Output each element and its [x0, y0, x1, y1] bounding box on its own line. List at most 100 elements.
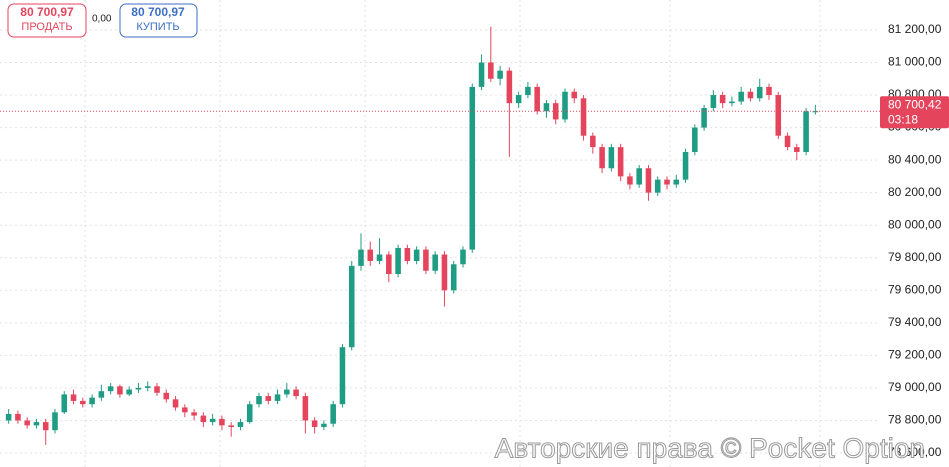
candle-body — [200, 415, 207, 423]
candle-body — [80, 400, 86, 405]
candle-body — [636, 168, 642, 185]
candle-body — [246, 404, 253, 423]
time-grid — [84, 0, 821, 467]
current-price-label: 80 700,42 — [888, 97, 942, 111]
candle-body — [525, 86, 531, 96]
candle-body — [478, 62, 485, 87]
candle-body — [237, 422, 244, 427]
y-tick-label: 79 800,00 — [888, 250, 942, 264]
candle-body — [469, 86, 476, 250]
y-tick-label: 80 200,00 — [888, 185, 942, 199]
trade-panel: 80 700,97 ПРОДАТЬ 0,00 80 700,97 КУПИТЬ — [7, 3, 198, 38]
candle-body — [330, 404, 336, 424]
candle-body — [117, 386, 123, 395]
candle-body — [747, 91, 754, 99]
candle-body — [98, 391, 105, 398]
candle-body — [376, 254, 383, 261]
candle-body — [256, 396, 262, 405]
candle-body — [692, 127, 698, 152]
candle-body — [617, 147, 624, 177]
y-tick-label: 81 000,00 — [888, 55, 942, 69]
candle-body — [191, 412, 197, 416]
y-tick-label: 79 400,00 — [888, 315, 942, 329]
candle-body — [135, 387, 142, 390]
candle-body — [562, 91, 568, 120]
candle-body — [293, 389, 299, 397]
candle-body — [182, 407, 188, 413]
candle-body — [803, 111, 809, 152]
candle-body — [738, 91, 744, 102]
y-tick-label: 80 400,00 — [888, 152, 942, 166]
candle-body — [441, 254, 448, 291]
candle-body — [367, 249, 374, 261]
candle-body — [311, 420, 318, 427]
candle-body — [627, 176, 633, 185]
candle-body — [450, 264, 457, 291]
candle-body — [395, 247, 401, 275]
y-tick-label: 78 800,00 — [888, 413, 942, 427]
candle-body — [534, 86, 540, 112]
candle-body — [719, 95, 726, 104]
candle-body — [571, 91, 578, 99]
candle-body — [413, 249, 420, 261]
candle-body — [107, 386, 114, 392]
candle-body — [70, 394, 77, 401]
candle-body — [664, 179, 670, 185]
candle-body — [348, 265, 355, 348]
candle-body — [386, 254, 392, 275]
candle-body — [219, 418, 225, 426]
y-tick-label: 80 000,00 — [888, 217, 942, 231]
candle-body — [784, 135, 791, 148]
candle-body — [284, 389, 290, 395]
candle-body — [682, 151, 689, 180]
buy-button[interactable] — [119, 3, 198, 38]
candle-body — [756, 86, 763, 99]
candle-body — [42, 422, 49, 431]
y-tick-label: 79 200,00 — [888, 348, 942, 362]
candle-body — [154, 386, 160, 393]
candle-body — [460, 249, 466, 265]
price-box — [880, 96, 949, 129]
candle-body — [729, 101, 735, 104]
candle-body — [497, 70, 503, 79]
candle-body — [126, 389, 132, 395]
candle-body — [33, 422, 40, 426]
candle-body — [209, 418, 216, 423]
candle-body — [52, 412, 58, 431]
candle-body — [404, 247, 411, 261]
candle-body — [302, 396, 309, 421]
plot: 78 600,00 78 800,00 79 000,00 79 200,00 79 4… — [0, 22, 949, 459]
candle-body — [654, 179, 661, 193]
candle-body — [265, 396, 272, 401]
candle-body — [599, 147, 605, 169]
candle-body — [794, 147, 800, 152]
y-tick-label: 79 600,00 — [888, 282, 942, 296]
candle-body — [543, 103, 550, 112]
candle-body — [423, 249, 429, 271]
sell-button[interactable] — [7, 3, 87, 38]
candle-body — [163, 392, 170, 400]
candle-body — [580, 98, 587, 136]
candle-body — [608, 147, 615, 169]
candle-body — [645, 168, 652, 193]
candle-body — [144, 386, 151, 388]
candle-body — [515, 95, 522, 104]
candle-body — [506, 70, 513, 104]
candle-body — [274, 394, 281, 401]
y-tick-label: 79 000,00 — [888, 380, 942, 394]
buy-price: 80 700,97 — [131, 5, 185, 19]
candle-body — [172, 399, 179, 408]
candle-body — [673, 179, 680, 185]
y-tick-label: 81 200,00 — [888, 22, 942, 36]
candle-body — [488, 62, 494, 79]
candle-body — [321, 423, 327, 427]
buy-label: КУПИТЬ — [136, 21, 179, 33]
spread: 0,00 — [92, 14, 112, 25]
candle-body — [358, 249, 364, 266]
candle-body — [701, 108, 707, 128]
candle-body — [339, 347, 346, 405]
timer: 03:18 — [888, 112, 918, 126]
candle-body — [766, 86, 772, 96]
candle-body — [89, 397, 95, 405]
